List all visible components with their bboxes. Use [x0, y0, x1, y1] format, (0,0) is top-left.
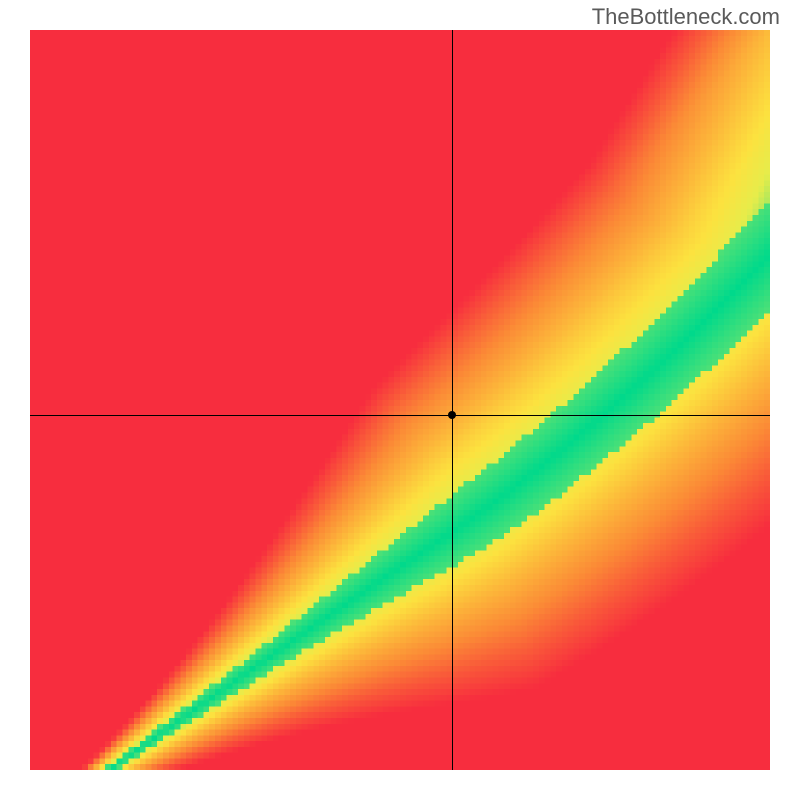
crosshair-horizontal — [30, 415, 770, 416]
marker-dot — [448, 411, 456, 419]
crosshair-vertical — [452, 30, 453, 770]
plot-area — [30, 30, 770, 770]
chart-container: TheBottleneck.com — [0, 0, 800, 800]
watermark-text: TheBottleneck.com — [592, 4, 780, 30]
heatmap-canvas — [30, 30, 770, 770]
